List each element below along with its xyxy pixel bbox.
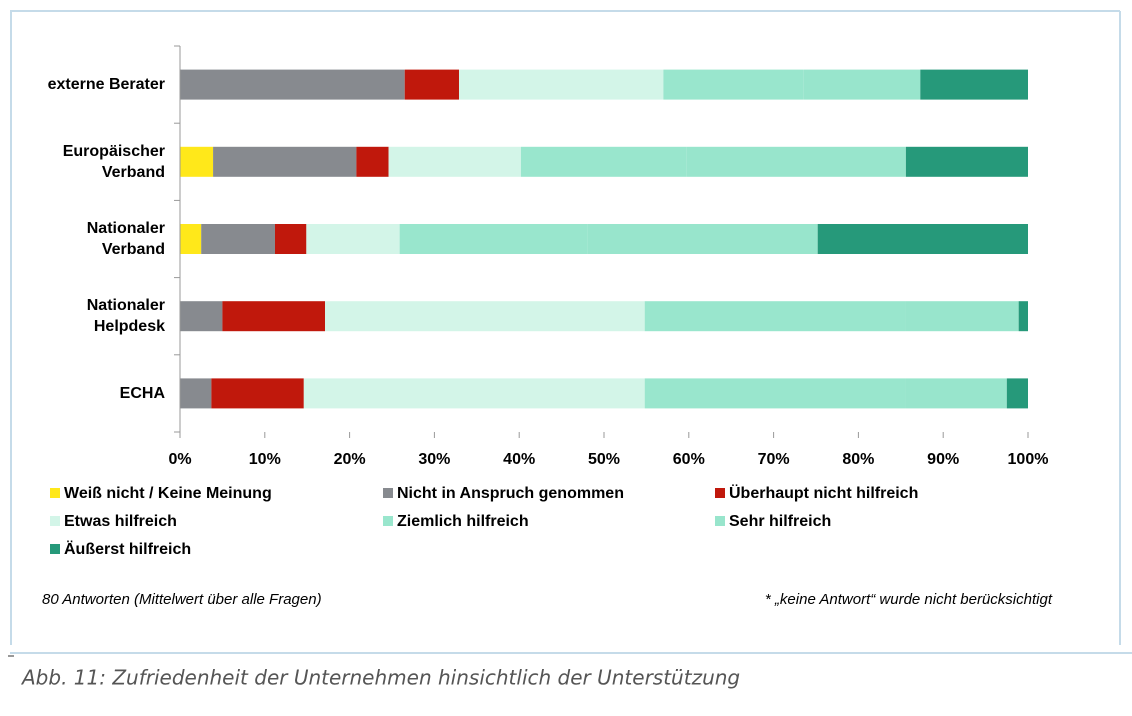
- bar-segment: [211, 378, 304, 409]
- x-tick-label: 80%: [842, 451, 874, 468]
- category-label-box: externe Berater: [47, 76, 165, 94]
- legend-label: Etwas hilfreich: [64, 513, 177, 530]
- bar-segment: [399, 224, 588, 254]
- note-left: 80 Antworten (Mittelwert über alle Frage…: [42, 591, 322, 608]
- y-tick-label: Europäischer Verband: [62, 142, 165, 181]
- legend-label: Äußerst hilfreich: [64, 540, 191, 558]
- y-tick-label: Nationaler Helpdesk: [86, 297, 165, 336]
- legend-label: Weiß nicht / Keine Meinung: [64, 485, 272, 502]
- x-tick-label: 0%: [168, 451, 191, 468]
- bar-segment: [686, 146, 906, 177]
- y-tick-label: Nationaler Verband: [86, 219, 165, 258]
- y-tick-label: externe Berater: [47, 76, 165, 94]
- bar-segment: [388, 146, 521, 177]
- bar-segment: [201, 224, 275, 254]
- bar-segment: [222, 301, 326, 332]
- bar-segment: [180, 378, 212, 409]
- bar-segment: [180, 301, 223, 332]
- bar-segment: [905, 301, 1019, 332]
- x-tick-label: 60%: [673, 451, 705, 468]
- bar-segment: [274, 224, 307, 254]
- bar-segment: [644, 378, 906, 409]
- caption: Abb. 11: Zufriedenheit der Unternehmen h…: [20, 666, 740, 690]
- legend-swatch: [383, 488, 393, 498]
- x-tick-label: 70%: [758, 451, 790, 468]
- bar-segment: [520, 146, 687, 177]
- bar-segment: [1018, 301, 1028, 332]
- legend-label: Sehr hilfreich: [729, 513, 831, 530]
- bar-segment: [325, 301, 645, 332]
- bar-segment: [458, 69, 664, 100]
- bar-segment: [303, 378, 645, 409]
- category-label-box: Europäischer Verband: [62, 142, 165, 181]
- legend-swatch: [715, 488, 725, 498]
- legend-swatch: [50, 516, 60, 526]
- category-label-box: Nationaler Helpdesk: [86, 297, 165, 336]
- legend-label: Ziemlich hilfreich: [397, 513, 529, 530]
- bar-segment: [306, 224, 400, 254]
- note-right: * „keine Antwort“ wurde nicht berücksich…: [765, 591, 1053, 608]
- bar-segment: [803, 69, 921, 100]
- x-tick-label: 30%: [418, 451, 450, 468]
- legend-label: Nicht in Anspruch genommen: [397, 485, 624, 502]
- category-label-box: Nationaler Verband: [86, 219, 165, 258]
- x-tick-label: 40%: [503, 451, 535, 468]
- bar-segment: [905, 146, 1028, 177]
- legend-swatch: [715, 516, 725, 526]
- x-tick-label: 50%: [588, 451, 620, 468]
- legend-swatch: [50, 544, 60, 554]
- bar-segment: [180, 224, 202, 254]
- bar-segment: [180, 146, 214, 177]
- bar-segment: [644, 301, 906, 332]
- y-tick-label: ECHA: [119, 384, 165, 402]
- bar-segment: [817, 224, 1028, 254]
- category-label-box: ECHA: [119, 384, 165, 402]
- bar-segment: [356, 146, 389, 177]
- x-tick-label: 10%: [249, 451, 281, 468]
- x-tick-label: 100%: [1008, 451, 1049, 468]
- bar-segment: [180, 69, 405, 100]
- bar-segment: [920, 69, 1028, 100]
- x-tick-label: 20%: [334, 451, 366, 468]
- bar-segment: [213, 146, 357, 177]
- legend-swatch: [383, 516, 393, 526]
- bar-segment: [663, 69, 804, 100]
- bar-segment: [404, 69, 459, 100]
- legend-swatch: [50, 488, 60, 498]
- bar-segment: [587, 224, 818, 254]
- x-tick-label: 90%: [927, 451, 959, 468]
- bar-segment: [905, 378, 1007, 409]
- bar-segment: [1006, 378, 1028, 409]
- legend-label: Überhaupt nicht hilfreich: [729, 483, 918, 502]
